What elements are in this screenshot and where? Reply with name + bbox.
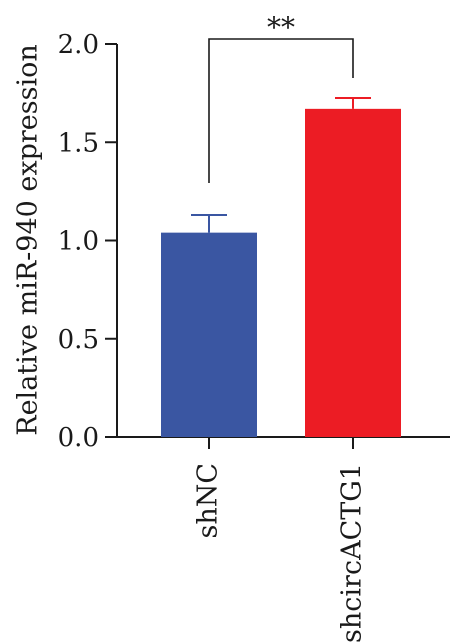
x-tick-labels: shNC shcircACTG1 bbox=[193, 437, 368, 643]
x-tick-label: shcircACTG1 bbox=[337, 463, 368, 643]
y-ticks: 0.0 0.5 1.0 1.5 2.0 bbox=[58, 30, 117, 453]
error-bars bbox=[191, 97, 371, 233]
y-tick-label: 1.0 bbox=[58, 227, 99, 257]
bar-shNC bbox=[161, 232, 257, 437]
significance-bracket-line bbox=[208, 38, 354, 183]
significance-bracket: ** bbox=[208, 11, 354, 183]
bar-shcircACTG1 bbox=[305, 108, 401, 437]
significance-label: ** bbox=[267, 11, 295, 44]
y-axis-label: Relative miR-940 expression bbox=[13, 44, 44, 436]
bars bbox=[161, 108, 401, 437]
y-tick-label: 0.0 bbox=[58, 423, 99, 453]
x-tick-label: shNC bbox=[193, 463, 224, 539]
y-tick-label: 1.5 bbox=[58, 128, 99, 158]
y-tick-label: 0.5 bbox=[58, 325, 99, 355]
y-tick-label: 2.0 bbox=[58, 30, 99, 60]
